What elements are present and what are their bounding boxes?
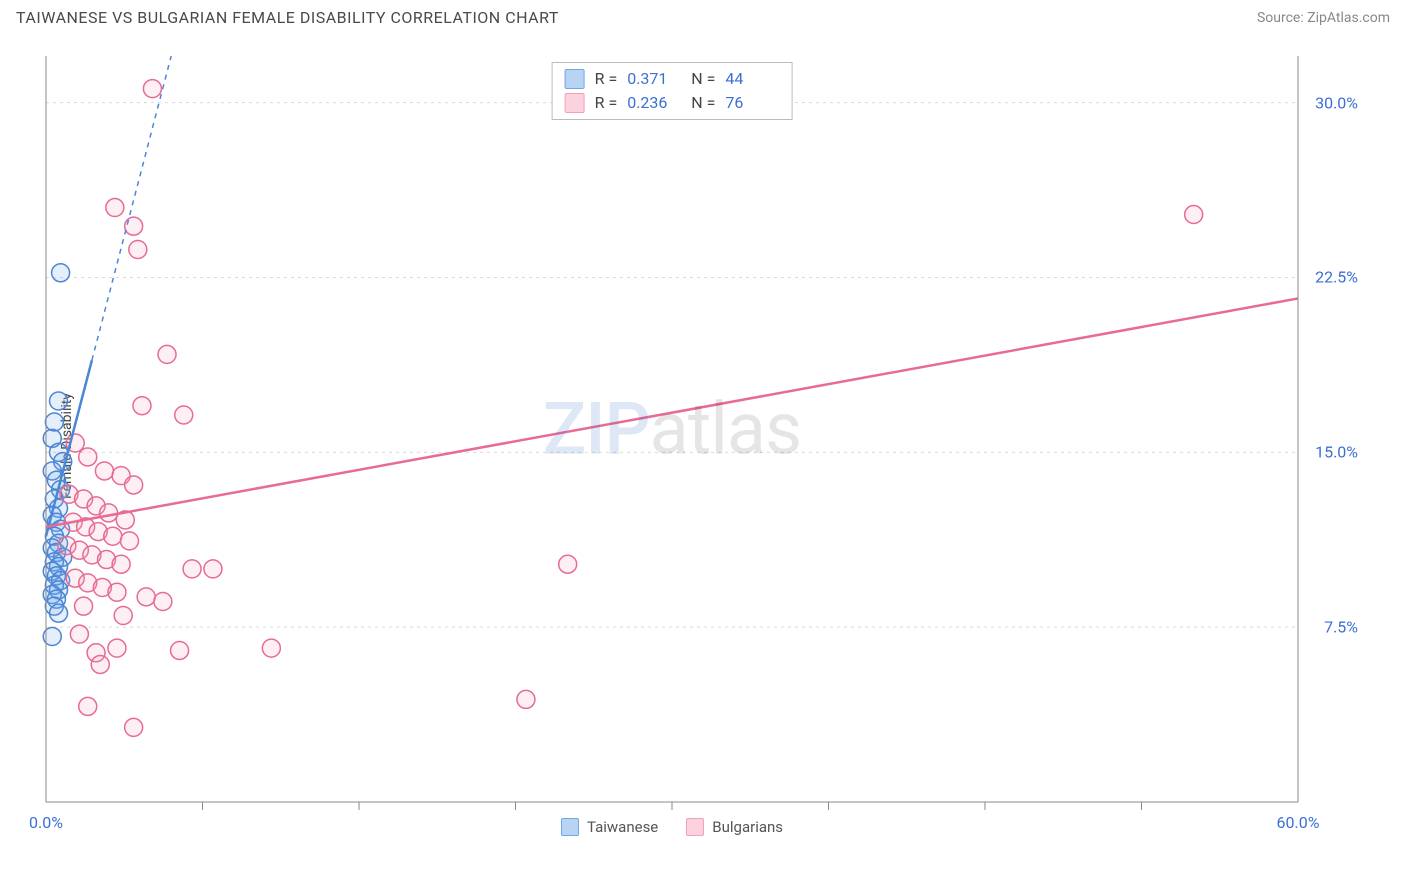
data-point <box>183 560 201 578</box>
data-point <box>70 625 88 643</box>
legend-top-row-0: R = 0.371 N = 44 <box>565 67 780 91</box>
legend-r-label-0: R = <box>595 67 618 91</box>
x-tick-label: 0.0% <box>29 813 63 832</box>
data-point <box>95 462 113 480</box>
trend-layer <box>46 56 1298 536</box>
data-point <box>50 392 68 410</box>
axes-layer <box>46 56 1298 810</box>
legend-bottom-label-0: Taiwanese <box>587 818 658 836</box>
data-point <box>262 639 280 657</box>
scatter-layer <box>43 80 1202 737</box>
legend-bottom-swatch-1 <box>686 818 704 836</box>
y-tick-label: 22.5% <box>1315 268 1358 287</box>
data-point <box>158 345 176 363</box>
legend-n-value-0: 44 <box>725 67 779 91</box>
trend-line-dashed <box>92 56 171 360</box>
data-point <box>559 555 577 573</box>
data-point <box>52 264 70 282</box>
data-point <box>45 413 63 431</box>
legend-bottom: Taiwanese Bulgarians <box>561 818 783 836</box>
data-point <box>1185 206 1203 224</box>
data-point <box>133 397 151 415</box>
legend-swatch-1 <box>565 93 585 113</box>
data-point <box>143 80 161 98</box>
legend-bottom-item-0: Taiwanese <box>561 818 658 836</box>
data-point <box>114 607 132 625</box>
y-tick-label: 7.5% <box>1324 618 1358 637</box>
data-point <box>175 406 193 424</box>
data-point <box>79 697 97 715</box>
legend-r-label-1: R = <box>595 91 618 115</box>
data-point <box>517 690 535 708</box>
data-point <box>171 641 189 659</box>
legend-r-value-1: 0.236 <box>627 91 681 115</box>
chart-source-prefix: Source: <box>1257 10 1307 26</box>
data-point <box>108 583 126 601</box>
chart-source: Source: ZipAtlas.com <box>1257 10 1390 26</box>
legend-n-label-0: N = <box>691 67 715 91</box>
legend-bottom-label-1: Bulgarians <box>712 818 783 836</box>
x-tick-label: 60.0% <box>1277 813 1320 832</box>
chart-header: TAIWANESE VS BULGARIAN FEMALE DISABILITY… <box>0 0 1406 35</box>
data-point <box>125 217 143 235</box>
chart-svg <box>46 56 1298 802</box>
data-point <box>154 593 172 611</box>
legend-n-label-1: N = <box>691 91 715 115</box>
data-point <box>79 448 97 466</box>
legend-bottom-swatch-0 <box>561 818 579 836</box>
y-tick-label: 30.0% <box>1315 93 1358 112</box>
data-point <box>204 560 222 578</box>
data-point <box>100 504 118 522</box>
data-point <box>106 199 124 217</box>
legend-top-row-1: R = 0.236 N = 76 <box>565 91 780 115</box>
chart-source-name: ZipAtlas.com <box>1307 10 1390 26</box>
data-point <box>104 527 122 545</box>
legend-swatch-0 <box>565 69 585 89</box>
data-point <box>125 718 143 736</box>
data-point <box>125 476 143 494</box>
chart-area: ZIPatlas R = 0.371 N = 44 R = 0.236 N = … <box>46 56 1298 802</box>
grid-layer <box>46 103 1298 628</box>
data-point <box>129 240 147 258</box>
data-point <box>50 604 68 622</box>
data-point <box>112 555 130 573</box>
legend-r-value-0: 0.371 <box>627 67 681 91</box>
trend-line <box>46 298 1298 526</box>
data-point <box>137 588 155 606</box>
legend-bottom-item-1: Bulgarians <box>686 818 783 836</box>
data-point <box>120 532 138 550</box>
chart-title: TAIWANESE VS BULGARIAN FEMALE DISABILITY… <box>16 8 559 27</box>
y-tick-label: 15.0% <box>1315 443 1358 462</box>
legend-top: R = 0.371 N = 44 R = 0.236 N = 76 <box>552 62 793 120</box>
data-point <box>91 655 109 673</box>
legend-n-value-1: 76 <box>725 91 779 115</box>
data-point <box>75 597 93 615</box>
data-point <box>108 639 126 657</box>
